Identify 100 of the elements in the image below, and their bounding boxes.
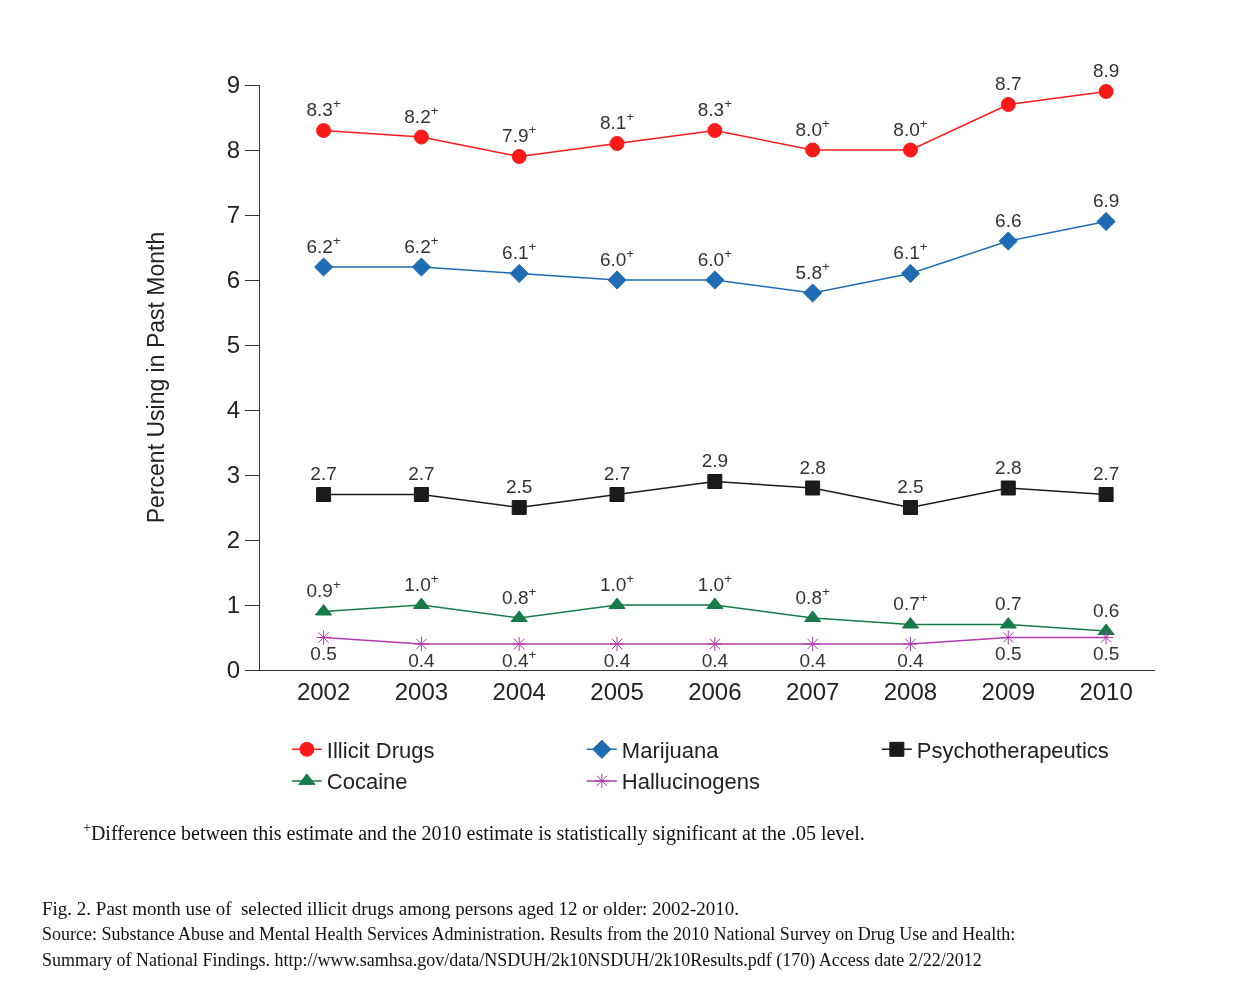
point (707, 123, 723, 138)
data-label: 6.2$^{+}$ (404, 232, 439, 257)
point (413, 636, 430, 652)
x-tick-label: 2008 (883, 677, 938, 705)
point (1098, 84, 1114, 99)
data-label: 8.1$^{+}$ (599, 109, 635, 133)
data-label: 1.0$^{+}$ (697, 570, 733, 595)
point (707, 474, 723, 489)
text: $^{+}$Difference between this estimate and the 2010 estimate is statistically significant at the .05 level. (83, 820, 865, 846)
point (1000, 480, 1016, 496)
point (805, 142, 821, 158)
data-label: 7.9$^{+}$ (502, 122, 537, 146)
point (902, 500, 918, 515)
point (413, 487, 429, 502)
legend-label: Psychotherapeutics (916, 737, 1109, 763)
data-label: 6.1$^{+}$ (502, 239, 537, 263)
legend-label: Marijuana (621, 737, 720, 763)
data-label: 0.5 (1092, 643, 1120, 665)
legend-label: Cocaine (326, 769, 408, 795)
point (511, 500, 527, 515)
point (1098, 629, 1114, 646)
data-label: 0.6 (1092, 599, 1120, 621)
point (902, 142, 918, 158)
legend-label: Hallucinogens (621, 769, 761, 795)
point (1000, 629, 1016, 646)
y-tick-label: 1 (226, 591, 241, 619)
x-tick-label: 2010 (1079, 677, 1133, 705)
data-label: 0.4 (603, 649, 631, 671)
point (316, 487, 332, 502)
data-label: 5.8$^{+}$ (795, 258, 830, 283)
point (1000, 97, 1016, 112)
x-tick-label: 2007 (785, 677, 840, 705)
x-tick-label: 2003 (394, 677, 449, 705)
data-label: 8.2$^{+}$ (404, 102, 439, 127)
data-label: 0.9$^{+}$ (306, 577, 341, 601)
data-label: 6.6 (995, 209, 1022, 231)
data-label: 2.7 (310, 463, 337, 484)
data-label: 0.5 (310, 643, 337, 665)
point (1098, 487, 1114, 502)
data-label: 8.0$^{+}$ (893, 115, 928, 140)
point (1096, 211, 1116, 232)
y-tick-label: 0 (226, 656, 241, 684)
y-tick-label: 8 (226, 136, 241, 164)
data-label: 2.5 (897, 476, 924, 497)
data-label: 2.7 (408, 463, 435, 484)
data-label: 8.0$^{+}$ (795, 115, 830, 140)
data-label: 6.2$^{+}$ (306, 232, 341, 257)
point (805, 480, 821, 496)
point (411, 257, 431, 277)
y-axis-title: Percent Using in Past Month (143, 231, 170, 524)
point (804, 636, 821, 652)
data-label: 8.7 (995, 73, 1022, 94)
data-label: 6.9 (1092, 190, 1120, 211)
data-label: 6.1$^{+}$ (893, 239, 928, 263)
point (609, 136, 625, 151)
legend-label: Illicit Drugs (326, 737, 435, 763)
y-tick-label: 6 (226, 266, 241, 294)
data-label: 1.0$^{+}$ (599, 570, 635, 595)
data-label: 2.7 (603, 463, 631, 484)
data-label: 8.9 (1092, 60, 1120, 81)
data-label: 0.4 (701, 649, 729, 671)
x-tick-label: 2002 (296, 677, 351, 705)
x-tick-label: 2005 (590, 677, 644, 705)
data-label: 1.0$^{+}$ (404, 570, 439, 595)
point (511, 149, 527, 164)
data-label: 2.7 (1092, 463, 1120, 484)
data-label: 0.8$^{+}$ (795, 583, 830, 608)
y-tick-label: 2 (226, 526, 241, 554)
point (902, 636, 919, 652)
x-tick-label: 2009 (981, 677, 1035, 705)
data-label: 0.7$^{+}$ (893, 590, 928, 614)
data-label: 0.4 (897, 649, 925, 671)
caption: Fig. 2. Past month use of selected illicit drugs among persons aged 12 or older: 2002-2010. (42, 898, 740, 919)
data-label: 2.8 (995, 456, 1022, 478)
y-tick-label: 5 (226, 331, 241, 359)
point (315, 629, 332, 646)
point (998, 231, 1018, 251)
x-tick-label: 2004 (492, 677, 546, 705)
y-tick-label: 3 (226, 461, 241, 489)
x-tick-label: 2006 (688, 677, 742, 705)
point (413, 129, 429, 145)
point (707, 636, 723, 652)
source-note: Source: Substance Abuse and Mental Health Services Administration. Results from the 2010 National Survey on Drug Use and Health: (42, 924, 1016, 944)
data-label: 0.4 (799, 649, 827, 671)
y-tick-label: 7 (226, 201, 241, 229)
point (900, 263, 921, 284)
data-label: 0.4$^{+}$ (502, 646, 537, 671)
point (313, 257, 334, 277)
point (511, 636, 527, 652)
y-tick-label: 9 (226, 71, 241, 99)
data-label: 2.5 (506, 476, 533, 497)
point (609, 487, 625, 502)
point (705, 270, 725, 290)
y-tick-label: 4 (226, 396, 241, 424)
text: Summary of National Findings. http://www.samhsa.gov/data/NSDUH/2k10NSDUH/2k10Results.pdf (170) Access date 2/22/2012 (42, 950, 982, 971)
data-label: 0.4 (408, 649, 436, 671)
data-label: 6.0$^{+}$ (697, 245, 733, 270)
data-label: 2.9 (701, 450, 729, 471)
data-label: 8.3$^{+}$ (306, 96, 341, 120)
data-label: 0.7 (995, 593, 1022, 614)
